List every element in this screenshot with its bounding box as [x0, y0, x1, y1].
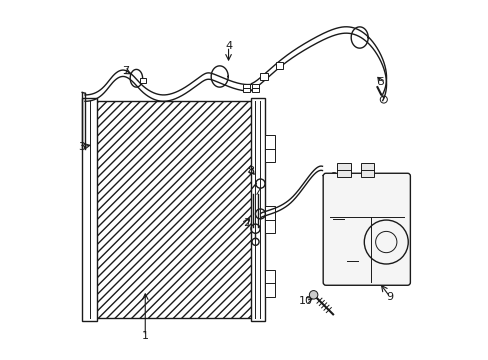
Text: 10: 10 [298, 296, 312, 306]
Bar [96, 101, 252, 318]
Bar [336, 163, 350, 177]
Bar [264, 206, 275, 233]
Bar [276, 62, 283, 69]
Text: 6: 6 [329, 172, 336, 182]
Text: 7: 7 [122, 66, 129, 76]
Bar [264, 270, 275, 297]
Text: 5: 5 [377, 77, 384, 87]
Text: 2: 2 [242, 217, 249, 228]
Bar [82, 99, 97, 321]
Bar [361, 163, 373, 177]
Text: 8: 8 [247, 166, 254, 176]
Bar [260, 73, 267, 80]
Bar [264, 135, 275, 162]
Bar [252, 84, 258, 93]
Text: 9: 9 [386, 292, 392, 302]
Text: 1: 1 [142, 331, 148, 341]
Circle shape [309, 291, 317, 299]
Bar [243, 84, 249, 93]
FancyBboxPatch shape [323, 173, 409, 285]
Bar [250, 99, 264, 321]
Text: 3: 3 [78, 142, 85, 152]
Text: 4: 4 [224, 41, 232, 51]
Bar [140, 78, 146, 82]
